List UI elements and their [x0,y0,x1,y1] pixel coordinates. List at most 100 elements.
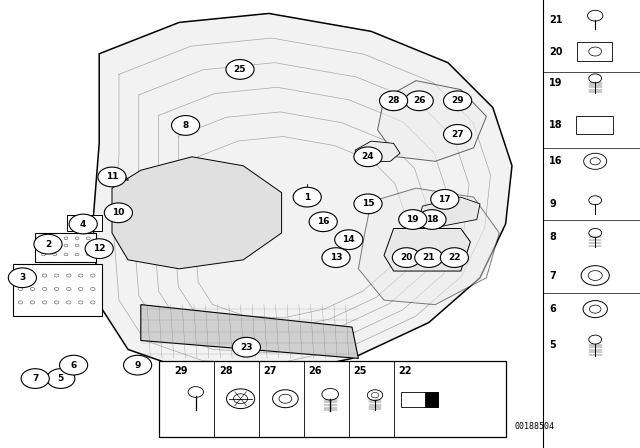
Text: 29: 29 [174,366,188,376]
Circle shape [79,274,83,277]
Polygon shape [141,305,358,358]
Text: 21: 21 [422,253,435,262]
Circle shape [98,167,126,187]
Circle shape [589,335,602,344]
Text: 13: 13 [330,253,342,262]
Text: 27: 27 [451,130,464,139]
Circle shape [76,253,79,256]
Circle shape [19,274,23,277]
Text: 17: 17 [438,195,451,204]
Circle shape [19,288,23,291]
Circle shape [589,196,602,205]
Circle shape [8,268,36,288]
Circle shape [279,394,292,403]
Circle shape [42,288,47,291]
Polygon shape [112,157,282,269]
Text: 28: 28 [219,366,232,376]
Text: 1: 1 [304,193,310,202]
Circle shape [371,392,379,398]
Circle shape [227,389,255,409]
FancyBboxPatch shape [13,264,102,316]
Circle shape [30,301,35,304]
Circle shape [53,237,57,240]
Circle shape [589,74,602,83]
Text: 8: 8 [549,233,556,242]
Text: 2: 2 [45,240,51,249]
Circle shape [354,194,382,214]
Circle shape [42,301,47,304]
Circle shape [418,210,446,229]
Circle shape [91,301,95,304]
Circle shape [583,301,607,318]
Text: 19: 19 [406,215,419,224]
Text: 11: 11 [106,172,118,181]
Text: 22: 22 [398,366,412,376]
Circle shape [85,239,113,258]
Circle shape [53,244,57,247]
Circle shape [444,91,472,111]
Circle shape [54,301,59,304]
Circle shape [590,158,600,165]
Circle shape [54,274,59,277]
Circle shape [322,388,339,400]
Circle shape [81,223,85,225]
Circle shape [589,305,601,313]
FancyBboxPatch shape [35,233,96,262]
Text: 10: 10 [112,208,125,217]
FancyBboxPatch shape [425,392,438,407]
FancyBboxPatch shape [577,42,612,61]
Polygon shape [419,197,480,226]
Text: 4: 4 [80,220,86,228]
Text: 28: 28 [387,96,400,105]
Circle shape [380,91,408,111]
FancyBboxPatch shape [67,215,102,231]
Polygon shape [384,228,470,271]
Circle shape [67,301,71,304]
Circle shape [86,244,90,247]
Circle shape [273,390,298,408]
Circle shape [589,47,602,56]
FancyBboxPatch shape [576,116,613,134]
Text: 12: 12 [93,244,106,253]
Circle shape [172,116,200,135]
Text: 7: 7 [549,271,556,280]
Circle shape [86,253,90,256]
Text: 26: 26 [308,366,322,376]
Text: 00188504: 00188504 [515,422,554,431]
Circle shape [309,212,337,232]
Circle shape [91,274,95,277]
Polygon shape [93,13,512,376]
Text: 5: 5 [549,340,556,350]
Text: 16: 16 [317,217,330,226]
Circle shape [30,288,35,291]
Text: 20: 20 [549,47,563,56]
Text: 19: 19 [549,78,563,88]
Text: 18: 18 [426,215,438,224]
Circle shape [431,190,459,209]
Circle shape [64,237,68,240]
Circle shape [79,301,83,304]
Circle shape [581,266,609,285]
Circle shape [60,355,88,375]
Text: 9: 9 [549,199,556,209]
Circle shape [293,187,321,207]
Circle shape [354,147,382,167]
Text: 27: 27 [264,366,277,376]
Text: 24: 24 [362,152,374,161]
FancyBboxPatch shape [159,361,506,437]
Circle shape [47,369,75,388]
Circle shape [42,253,45,256]
Circle shape [226,60,254,79]
Text: 15: 15 [362,199,374,208]
Text: 25: 25 [353,366,367,376]
Text: 22: 22 [448,253,461,262]
Circle shape [19,301,23,304]
Circle shape [584,153,607,169]
Circle shape [392,248,420,267]
Circle shape [76,237,79,240]
Circle shape [124,355,152,375]
Text: 7: 7 [32,374,38,383]
Circle shape [74,223,77,225]
Text: 26: 26 [413,96,426,105]
Circle shape [444,125,472,144]
